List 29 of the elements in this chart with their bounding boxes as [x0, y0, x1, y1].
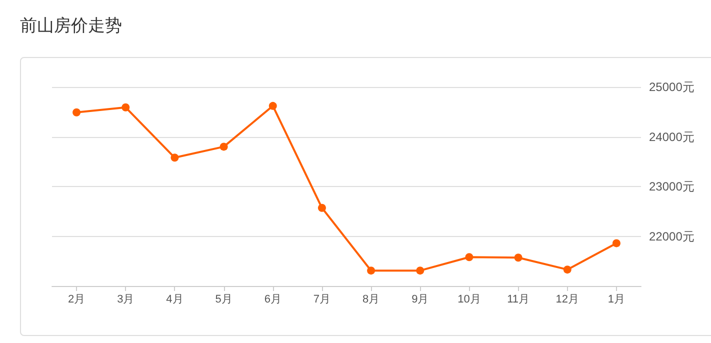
x-tick-label: 11月 [507, 294, 530, 306]
point [72, 108, 81, 116]
point [220, 142, 228, 151]
x-tick-label: 3月 [117, 294, 134, 306]
point [268, 102, 277, 110]
y-tick-label: 25000元 [649, 80, 694, 94]
point [465, 253, 474, 262]
x-tick-label: 8月 [362, 294, 380, 306]
point [367, 266, 376, 275]
point [416, 266, 424, 275]
x-tick-label: 2月 [68, 294, 86, 306]
x-tick-label: 7月 [313, 294, 331, 306]
x-tick-label: 4月 [166, 294, 184, 306]
x-tick-label: 6月 [264, 294, 282, 306]
x-tick-label: 10月 [458, 294, 481, 306]
x-tick-label: 1月 [608, 294, 626, 306]
point [122, 103, 130, 112]
point [612, 239, 620, 248]
y-tick-label: 24000元 [649, 130, 694, 144]
point [514, 254, 522, 262]
point [318, 204, 326, 212]
y-tick-label: 22000元 [649, 229, 694, 244]
x-tick-label: 9月 [412, 294, 429, 306]
y-tick-label: 23000元 [649, 180, 694, 194]
chart-title: 前山房价走势 [20, 15, 122, 37]
point [563, 266, 572, 274]
x-tick-label: 5月 [215, 294, 232, 306]
x-tick-label: 12月 [556, 294, 579, 306]
point [170, 154, 179, 162]
